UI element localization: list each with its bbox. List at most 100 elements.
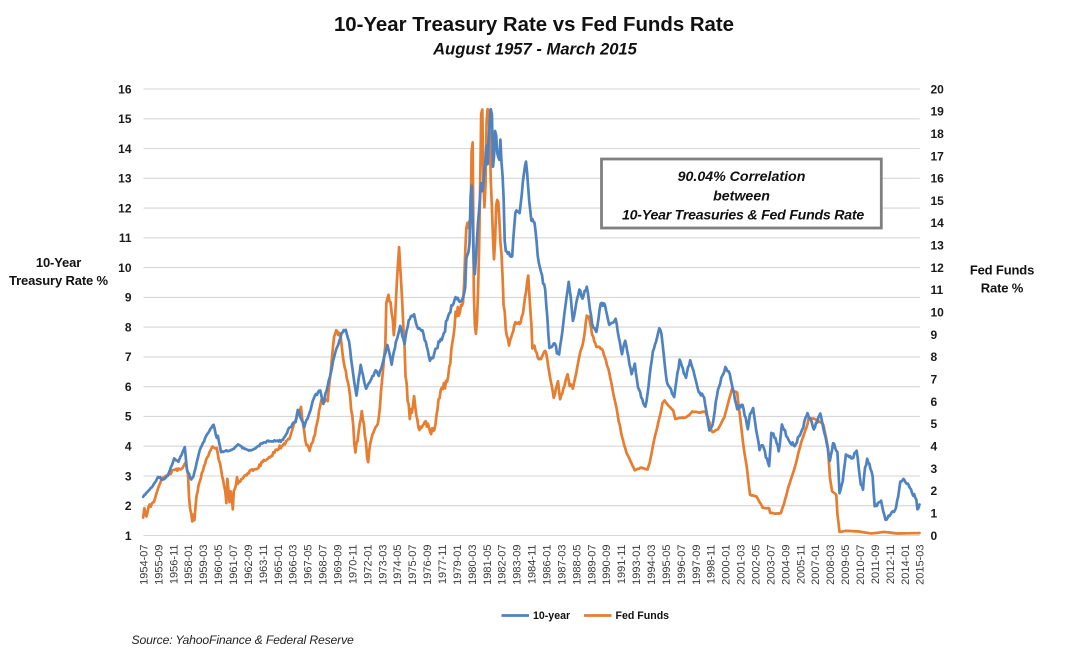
svg-text:2010-07: 2010-07 [855, 545, 867, 585]
svg-text:2: 2 [931, 484, 938, 498]
svg-text:1976-09: 1976-09 [422, 545, 434, 585]
svg-text:7: 7 [931, 373, 938, 387]
svg-text:18: 18 [931, 127, 945, 141]
svg-text:20: 20 [931, 82, 945, 96]
svg-text:1982-07: 1982-07 [497, 545, 509, 585]
svg-text:1969-09: 1969-09 [333, 545, 345, 585]
svg-text:Source: YahooFinance & Federal: Source: YahooFinance & Federal Reserve [132, 633, 355, 647]
svg-text:1961-07: 1961-07 [228, 545, 240, 585]
svg-text:2002-05: 2002-05 [751, 545, 763, 585]
svg-text:1984-11: 1984-11 [527, 545, 539, 585]
svg-text:1994-03: 1994-03 [646, 545, 658, 585]
svg-text:1: 1 [931, 507, 938, 521]
svg-text:1975-07: 1975-07 [407, 545, 419, 585]
svg-text:2014-01: 2014-01 [900, 545, 912, 585]
svg-text:1974-05: 1974-05 [392, 545, 404, 585]
svg-text:2007-01: 2007-01 [810, 545, 822, 585]
svg-text:16: 16 [118, 82, 132, 96]
svg-text:between: between [713, 189, 770, 205]
svg-text:2015-03: 2015-03 [915, 545, 927, 585]
svg-text:1963-11: 1963-11 [258, 545, 270, 585]
svg-text:9: 9 [931, 328, 938, 342]
svg-text:1998-11: 1998-11 [706, 545, 718, 585]
svg-text:1990-09: 1990-09 [601, 545, 613, 585]
svg-text:1958-01: 1958-01 [183, 545, 195, 585]
svg-text:2001-03: 2001-03 [736, 545, 748, 585]
svg-text:2: 2 [125, 499, 132, 513]
svg-text:1980-03: 1980-03 [467, 545, 479, 585]
svg-text:1960-05: 1960-05 [213, 545, 225, 585]
svg-text:6: 6 [931, 395, 938, 409]
svg-text:1959-03: 1959-03 [198, 545, 210, 585]
svg-text:13: 13 [931, 239, 945, 253]
svg-text:1954-07: 1954-07 [138, 545, 150, 585]
svg-text:8: 8 [125, 320, 132, 334]
svg-text:14: 14 [931, 216, 945, 230]
svg-text:1955-09: 1955-09 [153, 545, 165, 585]
svg-text:10-Year Treasury Rate vs Fed F: 10-Year Treasury Rate vs Fed Funds Rate [334, 14, 734, 36]
svg-text:10: 10 [118, 261, 132, 275]
svg-text:1967-05: 1967-05 [303, 545, 315, 585]
svg-text:1970-11: 1970-11 [347, 545, 359, 585]
svg-text:13: 13 [118, 172, 132, 186]
svg-text:90.04% Correlation: 90.04% Correlation [678, 169, 806, 185]
svg-text:1996-07: 1996-07 [676, 545, 688, 585]
svg-text:1983-09: 1983-09 [512, 545, 524, 585]
svg-text:August 1957 - March 2015: August 1957 - March 2015 [432, 40, 638, 59]
svg-text:1986-01: 1986-01 [542, 545, 554, 585]
svg-text:1987-03: 1987-03 [556, 545, 568, 585]
svg-text:1977-11: 1977-11 [437, 545, 449, 585]
svg-text:1981-05: 1981-05 [482, 545, 494, 585]
svg-text:3: 3 [931, 462, 938, 476]
svg-text:10-Year Treasuries & Fed Funds: 10-Year Treasuries & Fed Funds Rate [622, 208, 864, 224]
svg-text:Fed Funds: Fed Funds [970, 263, 1034, 278]
svg-text:4: 4 [931, 440, 938, 454]
svg-text:1991-11: 1991-11 [616, 545, 628, 585]
svg-text:1: 1 [125, 529, 132, 543]
svg-text:1988-05: 1988-05 [571, 545, 583, 585]
svg-text:2008-03: 2008-03 [825, 545, 837, 585]
svg-text:9: 9 [125, 291, 132, 305]
svg-text:1966-03: 1966-03 [288, 545, 300, 585]
svg-text:1993-01: 1993-01 [631, 545, 643, 585]
svg-text:1972-01: 1972-01 [362, 545, 374, 585]
svg-text:1968-07: 1968-07 [318, 545, 330, 585]
svg-text:1979-01: 1979-01 [452, 545, 464, 585]
svg-text:19: 19 [931, 105, 945, 119]
svg-text:5: 5 [125, 410, 132, 424]
svg-text:16: 16 [931, 172, 945, 186]
svg-text:11: 11 [931, 283, 944, 297]
svg-text:4: 4 [125, 440, 132, 454]
svg-text:7: 7 [125, 350, 132, 364]
svg-text:6: 6 [125, 380, 132, 394]
svg-text:15: 15 [118, 112, 132, 126]
svg-text:15: 15 [931, 194, 945, 208]
svg-text:1995-05: 1995-05 [661, 545, 673, 585]
svg-text:12: 12 [118, 201, 132, 215]
svg-text:3: 3 [125, 469, 132, 483]
svg-text:2011-09: 2011-09 [870, 545, 882, 585]
svg-text:1997-09: 1997-09 [691, 545, 703, 585]
svg-text:10: 10 [931, 306, 945, 320]
svg-text:1973-03: 1973-03 [377, 545, 389, 585]
svg-text:12: 12 [931, 261, 945, 275]
svg-text:8: 8 [931, 350, 938, 364]
svg-text:1965-01: 1965-01 [273, 545, 285, 585]
svg-text:1962-09: 1962-09 [243, 545, 255, 585]
svg-text:2004-09: 2004-09 [780, 545, 792, 585]
svg-text:11: 11 [119, 231, 132, 245]
svg-text:14: 14 [118, 142, 132, 156]
svg-text:5: 5 [931, 417, 938, 431]
svg-text:10-year: 10-year [533, 610, 570, 622]
svg-text:Treasury Rate %: Treasury Rate % [9, 273, 109, 288]
svg-text:0: 0 [931, 529, 938, 543]
svg-text:2000-01: 2000-01 [721, 545, 733, 585]
svg-text:10-Year: 10-Year [36, 255, 81, 270]
svg-text:2005-11: 2005-11 [795, 545, 807, 585]
svg-text:2012-11: 2012-11 [885, 545, 897, 585]
svg-text:2009-05: 2009-05 [840, 545, 852, 585]
svg-text:17: 17 [931, 149, 945, 163]
svg-text:Fed Funds: Fed Funds [616, 610, 670, 622]
svg-text:1956-11: 1956-11 [168, 545, 180, 585]
svg-text:Rate %: Rate % [981, 281, 1024, 296]
